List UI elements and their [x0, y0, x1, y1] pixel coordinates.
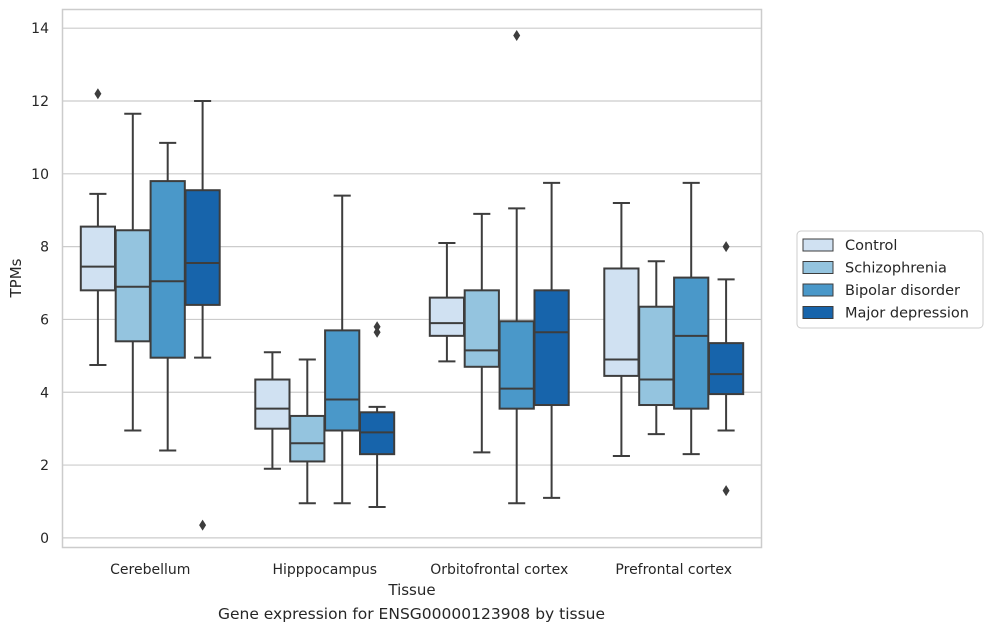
iqr-box [79, 225, 117, 292]
box-major-depression [358, 321, 396, 508]
y-tick-label: 6 [40, 312, 49, 328]
outlier-marker [722, 485, 730, 497]
box-control [603, 201, 640, 457]
iqr-box [184, 189, 221, 306]
box-control [428, 242, 466, 363]
y-axis-title: TPMs [7, 258, 25, 298]
outlier-marker [94, 88, 102, 100]
x-tick-label: Prefrontal cortex [615, 562, 732, 578]
box-bipolar-disorder [673, 181, 710, 456]
y-tick-label: 10 [31, 167, 49, 183]
iqr-box [533, 289, 570, 407]
box-control [254, 351, 291, 470]
box-control [79, 88, 117, 366]
box-major-depression [184, 100, 221, 531]
y-tick-label: 12 [31, 94, 49, 110]
iqr-box [638, 305, 675, 407]
box-schizophrenia [638, 260, 675, 436]
outlier-marker [373, 321, 381, 333]
legend-swatch [802, 261, 834, 274]
legend-label: Schizophrenia [845, 261, 947, 277]
box-groups [79, 29, 745, 531]
iqr-box [149, 180, 186, 359]
box-schizophrenia [114, 112, 151, 432]
iqr-box [707, 342, 745, 396]
x-tick-label: Cerebellum [110, 562, 190, 578]
outlier-marker [722, 241, 730, 253]
box-bipolar-disorder [149, 141, 186, 452]
iqr-box [673, 276, 710, 410]
legend-label: Bipolar disorder [845, 283, 960, 299]
x-tick-label: Orbitofrontal cortex [430, 562, 568, 578]
box-bipolar-disorder [324, 194, 361, 505]
plot-frame [61, 8, 763, 549]
box-schizophrenia [289, 358, 326, 505]
iqr-box [324, 329, 361, 432]
y-tick-label: 2 [40, 458, 49, 474]
legend-swatch [802, 283, 834, 297]
y-tick-label: 14 [31, 21, 49, 37]
legend-label: Major depression [845, 306, 969, 322]
legend-label: Control [845, 238, 897, 254]
legend-swatch [802, 306, 834, 319]
iqr-box [463, 289, 500, 368]
outlier-marker [513, 29, 521, 41]
box-major-depression [707, 241, 745, 497]
y-tick-label: 4 [40, 385, 49, 401]
legend-frame [796, 230, 984, 329]
x-tick-label: Hipppocampus [272, 562, 377, 578]
figure-caption: Gene expression for ENSG00000123908 by t… [217, 605, 606, 623]
y-tick-label: 8 [40, 240, 49, 256]
y-tick-label: 0 [40, 531, 49, 547]
box-major-depression [533, 181, 570, 499]
box-bipolar-disorder [498, 29, 535, 505]
iqr-box [289, 414, 326, 463]
legend: Control Schizophrenia Bipolar disorder Majo… [796, 230, 984, 329]
outlier-marker [199, 519, 207, 531]
axis-ticks: 0 2 4 6 8 10 12 14 Cerebellum Hipppocampus Orbitof… [31, 21, 732, 578]
x-axis-title: Tissue [387, 581, 435, 599]
iqr-box [428, 296, 466, 337]
legend-swatch [802, 238, 834, 252]
iqr-box [498, 320, 535, 410]
iqr-box [254, 378, 291, 430]
box-schizophrenia [463, 212, 500, 454]
